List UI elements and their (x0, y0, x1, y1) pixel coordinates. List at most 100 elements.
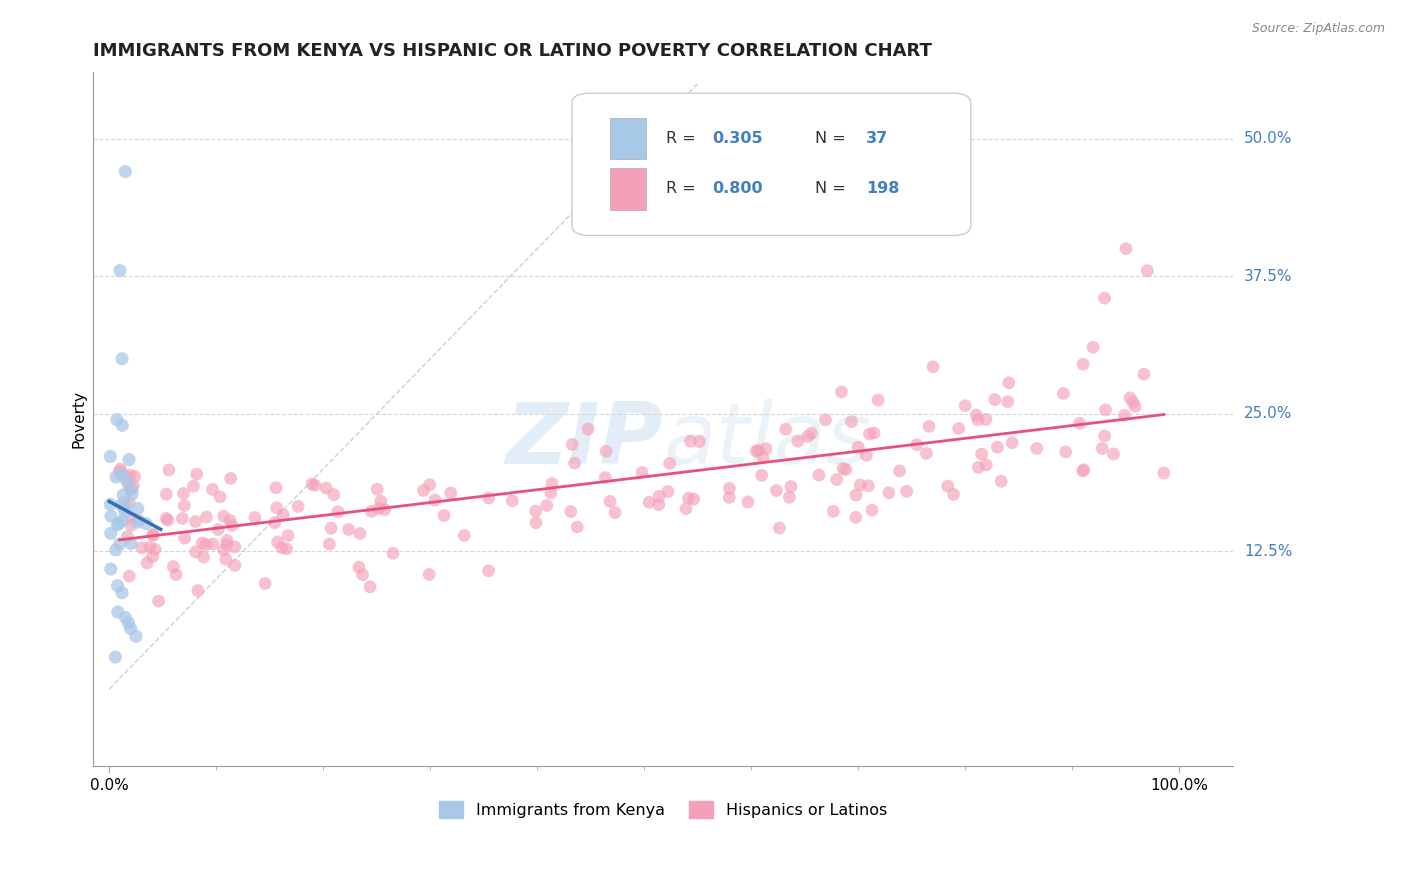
Text: 50.0%: 50.0% (1244, 131, 1292, 146)
Immigrants from Kenya (100, 562, 122, 576)
Hispanics or Latinos (148, 594, 170, 608)
Hispanics or Latinos (755, 442, 778, 456)
Hispanics or Latinos (263, 516, 285, 530)
Hispanics or Latinos (1114, 409, 1136, 423)
Hispanics or Latinos (186, 467, 208, 482)
Immigrants from Kenya (114, 501, 136, 516)
Hispanics or Latinos (382, 546, 405, 560)
Hispanics or Latinos (560, 504, 582, 518)
Immigrants from Kenya (111, 514, 134, 528)
Immigrants from Kenya (108, 537, 131, 551)
Hispanics or Latinos (997, 394, 1019, 409)
Hispanics or Latinos (108, 464, 131, 478)
Hispanics or Latinos (433, 508, 456, 523)
Hispanics or Latinos (1073, 463, 1095, 477)
Hispanics or Latinos (142, 549, 165, 564)
Hispanics or Latinos (419, 477, 441, 491)
Text: 25.0%: 25.0% (1244, 407, 1292, 421)
Hispanics or Latinos (942, 487, 965, 501)
Hispanics or Latinos (207, 523, 229, 537)
Hispanics or Latinos (118, 569, 141, 583)
Hispanics or Latinos (814, 413, 837, 427)
Hispanics or Latinos (1133, 368, 1156, 382)
Text: 12.5%: 12.5% (1244, 544, 1292, 559)
Hispanics or Latinos (319, 521, 342, 535)
Legend: Immigrants from Kenya, Hispanics or Latinos: Immigrants from Kenya, Hispanics or Lati… (433, 795, 893, 824)
Immigrants from Kenya (98, 450, 121, 464)
Hispanics or Latinos (825, 473, 848, 487)
Hispanics or Latinos (786, 434, 808, 449)
Immigrants from Kenya (127, 515, 149, 529)
Immigrants from Kenya (111, 418, 134, 433)
Hispanics or Latinos (120, 510, 142, 524)
Hispanics or Latinos (266, 535, 288, 549)
Immigrants from Kenya (120, 536, 142, 550)
Hispanics or Latinos (846, 440, 869, 454)
Hispanics or Latinos (718, 491, 741, 505)
Hispanics or Latinos (953, 399, 976, 413)
Hispanics or Latinos (367, 501, 389, 516)
Hispanics or Latinos (1102, 447, 1125, 461)
Hispanics or Latinos (679, 434, 702, 449)
Hispanics or Latinos (301, 477, 323, 491)
Hispanics or Latinos (120, 483, 142, 497)
Hispanics or Latinos (110, 498, 132, 512)
Text: Source: ZipAtlas.com: Source: ZipAtlas.com (1251, 22, 1385, 36)
Hispanics or Latinos (254, 576, 277, 591)
Immigrants from Kenya (107, 517, 129, 532)
Hispanics or Latinos (110, 462, 132, 476)
Hispanics or Latinos (212, 509, 235, 524)
Hispanics or Latinos (215, 533, 238, 548)
Hispanics or Latinos (863, 425, 886, 440)
Hispanics or Latinos (1025, 442, 1047, 456)
Hispanics or Latinos (359, 580, 381, 594)
Hispanics or Latinos (478, 564, 501, 578)
Hispanics or Latinos (823, 504, 845, 518)
Hispanics or Latinos (986, 440, 1008, 454)
Hispanics or Latinos (657, 484, 679, 499)
Hispanics or Latinos (120, 518, 142, 533)
Text: ZIP: ZIP (505, 399, 664, 482)
Hispanics or Latinos (599, 494, 621, 508)
Hispanics or Latinos (352, 567, 374, 582)
Hispanics or Latinos (751, 468, 773, 483)
Hispanics or Latinos (215, 552, 238, 566)
Hispanics or Latinos (412, 483, 434, 498)
Immigrants from Kenya (115, 473, 138, 487)
FancyBboxPatch shape (610, 118, 645, 159)
Hispanics or Latinos (224, 558, 246, 573)
Immigrants from Kenya (107, 605, 129, 619)
Hispanics or Latinos (1054, 445, 1077, 459)
Text: N =: N = (814, 131, 851, 145)
Hispanics or Latinos (114, 469, 136, 483)
Hispanics or Latinos (918, 419, 941, 434)
Hispanics or Latinos (318, 537, 340, 551)
Immigrants from Kenya (111, 351, 134, 366)
Hispanics or Latinos (564, 456, 586, 470)
Hispanics or Latinos (835, 462, 858, 476)
Hispanics or Latinos (155, 511, 177, 525)
Hispanics or Latinos (845, 488, 868, 502)
Hispanics or Latinos (366, 483, 388, 497)
Hispanics or Latinos (524, 516, 547, 530)
Hispanics or Latinos (747, 443, 769, 458)
Hispanics or Latinos (858, 426, 880, 441)
Immigrants from Kenya (105, 412, 128, 426)
Hispanics or Latinos (976, 458, 998, 472)
Hispanics or Latinos (142, 527, 165, 541)
Hispanics or Latinos (117, 476, 139, 491)
Hispanics or Latinos (264, 481, 287, 495)
Hispanics or Latinos (337, 523, 360, 537)
Hispanics or Latinos (967, 413, 990, 427)
Hispanics or Latinos (287, 500, 309, 514)
Hispanics or Latinos (780, 479, 803, 493)
Immigrants from Kenya (117, 615, 139, 630)
Hispanics or Latinos (889, 464, 911, 478)
Hispanics or Latinos (304, 478, 326, 492)
Hispanics or Latinos (1153, 466, 1175, 480)
Hispanics or Latinos (1001, 435, 1024, 450)
Hispanics or Latinos (841, 415, 863, 429)
Hispanics or Latinos (271, 508, 294, 522)
Immigrants from Kenya (110, 467, 132, 482)
Hispanics or Latinos (1069, 416, 1091, 430)
